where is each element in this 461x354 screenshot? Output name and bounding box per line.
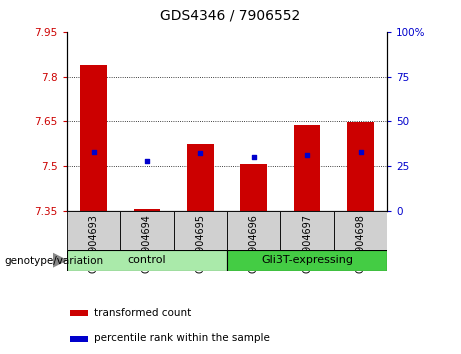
Point [357, 149, 364, 154]
Bar [70, 336, 88, 342]
Point [90, 149, 97, 154]
Text: control: control [128, 255, 166, 265]
Point [250, 154, 257, 160]
Bar [280, 211, 334, 250]
Text: GSM904693: GSM904693 [89, 214, 99, 273]
Text: GSM904698: GSM904698 [355, 214, 366, 273]
Text: GSM904695: GSM904695 [195, 214, 205, 273]
Text: Gli3T-expressing: Gli3T-expressing [261, 255, 353, 265]
Bar [67, 211, 120, 250]
Point [143, 158, 151, 164]
Point [303, 152, 311, 158]
Polygon shape [53, 253, 68, 268]
Text: transformed count: transformed count [94, 308, 191, 318]
Text: percentile rank within the sample: percentile rank within the sample [94, 333, 270, 343]
Bar [67, 250, 227, 271]
Bar [70, 310, 88, 316]
Bar [294, 125, 320, 211]
Bar [120, 211, 174, 250]
Text: genotype/variation: genotype/variation [5, 256, 104, 266]
Bar [80, 65, 107, 211]
Text: GDS4346 / 7906552: GDS4346 / 7906552 [160, 9, 301, 23]
Bar [240, 165, 267, 211]
Text: GSM904694: GSM904694 [142, 214, 152, 273]
Point [197, 150, 204, 156]
Text: GSM904696: GSM904696 [249, 214, 259, 273]
Bar [227, 211, 280, 250]
Bar [134, 209, 160, 211]
Bar [347, 122, 374, 211]
Bar [227, 250, 387, 271]
Bar [334, 211, 387, 250]
Text: GSM904697: GSM904697 [302, 214, 312, 273]
Bar [187, 144, 214, 211]
Bar [174, 211, 227, 250]
